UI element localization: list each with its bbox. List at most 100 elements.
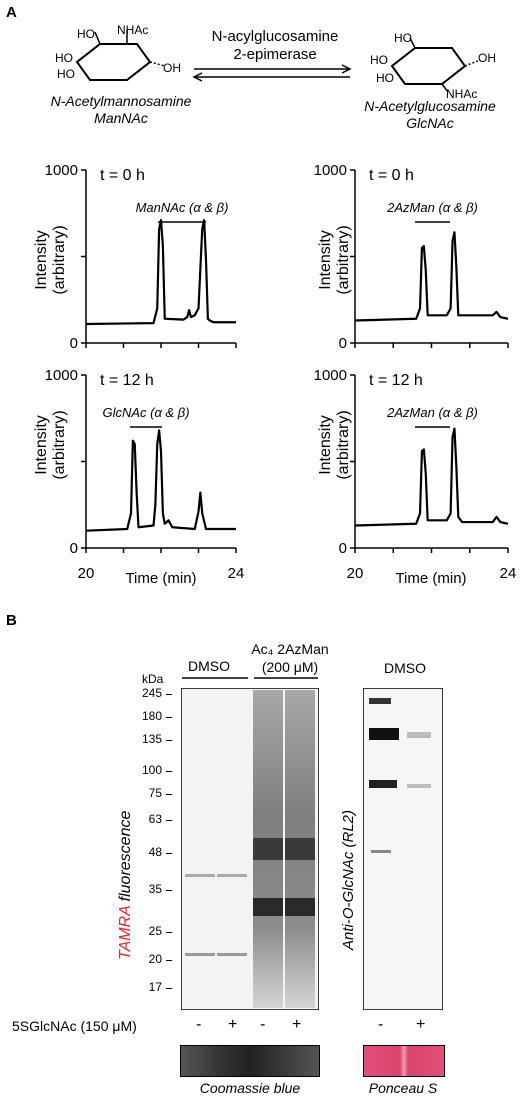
marker-ladder: 245 180 135 100 75 63 48 35 25 20 17 <box>130 686 172 1008</box>
mannac-nhac-label: NHAc <box>117 23 148 37</box>
x-tick-24-right: 24 <box>500 565 517 582</box>
chromatograms: Intensity (arbitrary) Intensity (arbitra… <box>33 162 517 587</box>
mannac-abbrev: ManNAc <box>94 110 148 126</box>
trace-tl <box>85 219 236 326</box>
mannac-oh-label: OH <box>163 61 181 75</box>
svg-text:TAMRA fluorescence: TAMRA fluorescence <box>117 811 134 960</box>
y-tick-label-1000-br: 1000 <box>314 367 347 384</box>
tamra-gel-blot <box>181 688 319 1010</box>
marker-tick <box>166 694 172 695</box>
time-label-bl: t = 12 h <box>100 372 154 389</box>
marker-180-kda: 180 <box>141 709 162 723</box>
marker-63-kda: 63 <box>148 812 162 826</box>
y-tick-label-1000-tl: 1000 <box>45 162 78 179</box>
trace-tr <box>354 231 509 322</box>
marker-35-kda: 35 <box>148 882 162 896</box>
peak-label-bl: GlcNAc (α & β) <box>102 405 189 420</box>
kda-label: kDa <box>142 672 164 686</box>
dmso-header-right: DMSO <box>384 660 426 676</box>
rl2-axis-label: Anti-O-GlcNAc (RL2) <box>340 810 357 951</box>
ponceau-loading-strip <box>363 1045 445 1077</box>
trace-br <box>354 427 509 527</box>
lane-2-sign: + <box>228 1016 238 1033</box>
rl2-lane-2-sign: + <box>416 1016 426 1033</box>
glcnac-ho1-label: HO <box>394 31 412 45</box>
mannac-name: N-Acetylmannosamine <box>50 93 192 109</box>
rl2-lane-1-sign: - <box>378 1016 384 1033</box>
marker-25-kda: 25 <box>148 924 162 938</box>
ylabel-bottom-line1: Intensity <box>33 415 50 475</box>
marker-135-kda: 135 <box>141 732 162 746</box>
ylabel-top-right-line1: Intensity <box>317 230 334 290</box>
tamra-word: TAMRA <box>117 906 134 960</box>
xlabel-left: Time (min) <box>125 570 196 587</box>
glcnac-abbrev: GlcNAc <box>406 115 454 131</box>
peak-label-br: 2AzMan (α & β) <box>386 405 478 420</box>
mannac-ho2-label: HO <box>55 51 73 65</box>
ylabel-top-line2: (arbitrary) <box>51 225 68 294</box>
inhibitor-label: 5SGlcNAc (150 μM) <box>12 1018 137 1034</box>
enzyme-name-line1: N-acylglucosamine <box>211 28 339 45</box>
marker-tick <box>166 932 172 933</box>
rl2-western-blot <box>363 688 443 1010</box>
glcnac-ho3-label: HO <box>376 71 394 85</box>
marker-100-kda: 100 <box>141 763 162 777</box>
xlabel-right: Time (min) <box>395 570 466 587</box>
ylabel-bottom-line2: (arbitrary) <box>51 410 68 479</box>
peak-label-tr: 2AzMan (α & β) <box>386 200 478 215</box>
ylabel-bottom-right-line1: Intensity <box>317 415 334 475</box>
marker-tick <box>166 988 172 989</box>
treatment-conc: (200 μM) <box>261 659 319 675</box>
svg-text:Anti-O-GlcNAc (RL2): Anti-O-GlcNAc (RL2) <box>340 810 357 951</box>
x-tick-24-left: 24 <box>228 565 245 582</box>
y-tick-label-1000-bl: 1000 <box>45 367 78 384</box>
mannac-structure: NHAc HO HO HO OH <box>55 23 181 81</box>
mannac-ho3-label: HO <box>57 67 75 81</box>
x-tick-20-left: 20 <box>78 565 95 582</box>
marker-tick <box>166 740 172 741</box>
ylabel-top-line1: Intensity <box>33 230 50 290</box>
y-tick-label-0-tr: 0 <box>339 335 347 352</box>
trace-bl <box>85 429 236 532</box>
glcnac-oh-label: OH <box>478 51 496 65</box>
panel-b-letter: B <box>6 612 17 629</box>
fluorescence-word: fluorescence <box>117 811 134 906</box>
ylabel-top-right-line2: (arbitrary) <box>335 225 352 294</box>
marker-75-kda: 75 <box>148 786 162 800</box>
marker-tick <box>166 820 172 821</box>
equilibrium-arrows <box>192 64 352 82</box>
marker-17-kda: 17 <box>148 980 162 994</box>
marker-tick <box>166 890 172 891</box>
dmso-header: DMSO <box>188 658 230 674</box>
time-label-br: t = 12 h <box>369 372 423 389</box>
time-label-tr: t = 0 h <box>369 167 414 184</box>
y-tick-label-1000-tr: 1000 <box>314 162 347 179</box>
marker-245-kda: 245 <box>141 686 162 700</box>
marker-48-kda: 48 <box>148 845 162 859</box>
ylabel-bottom-right-line2: (arbitrary) <box>335 410 352 479</box>
lane-4-sign: + <box>292 1016 302 1033</box>
glcnac-ho2-label: HO <box>370 53 388 67</box>
marker-tick <box>166 960 172 961</box>
ponceau-label: Ponceau S <box>368 1080 438 1096</box>
glcnac-name: N-Acetylglucosamine <box>364 98 496 114</box>
lane-1-sign: - <box>196 1016 202 1033</box>
glcnac-nhac-label: NHAc <box>446 87 477 100</box>
marker-tick <box>166 853 172 854</box>
coomassie-loading-strip <box>180 1045 320 1077</box>
coomassie-label: Coomassie blue <box>199 1080 301 1096</box>
peak-label-tl: ManNAc (α & β) <box>136 200 229 215</box>
y-tick-label-0-tl: 0 <box>70 335 78 352</box>
marker-tick <box>166 794 172 795</box>
y-tick-label-0-br: 0 <box>339 540 347 557</box>
marker-20-kda: 20 <box>148 952 162 966</box>
tamra-axis-label: TAMRA fluorescence <box>117 811 134 960</box>
group-brackets <box>182 677 318 679</box>
enzyme-name-line2: 2-epimerase <box>233 46 317 63</box>
lane-3-sign: - <box>260 1016 266 1033</box>
mannac-ho1-label: HO <box>77 27 95 41</box>
y-tick-label-0-bl: 0 <box>70 540 78 557</box>
panel-a-letter: A <box>6 4 17 21</box>
glcnac-structure: HO HO HO OH NHAc <box>370 31 496 100</box>
treatment-header: Ac₄ 2AzMan <box>251 641 329 657</box>
